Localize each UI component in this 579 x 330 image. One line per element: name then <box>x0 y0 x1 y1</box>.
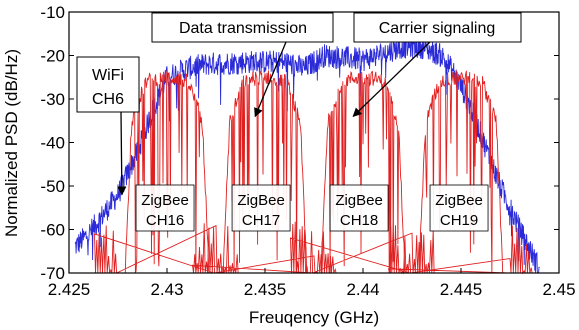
x-tick-label: 2.44 <box>346 280 379 299</box>
zigbee-series-19 <box>387 70 533 275</box>
zigbee-channel-label: ZigBee <box>237 192 285 209</box>
zigbee-series-17 <box>191 68 337 275</box>
zigbee-channel-box <box>429 184 489 232</box>
series-layer <box>74 34 540 275</box>
annotation-box <box>151 12 334 43</box>
zigbee-channel-number: CH17 <box>242 212 280 229</box>
x-tick-label: 2.425 <box>48 280 91 299</box>
x-tick-label: 2.445 <box>440 280 483 299</box>
y-tick-label: -10 <box>40 3 65 22</box>
zigbee-channel-label: ZigBee <box>141 192 189 209</box>
y-tick-label: -40 <box>40 134 65 153</box>
zigbee-channel-label: ZigBee <box>435 192 483 209</box>
annotation-box <box>353 12 522 43</box>
annotation-label: Data transmission <box>179 20 307 37</box>
annotation-box <box>76 56 140 113</box>
zigbee-channel-label: ZigBee <box>335 192 383 209</box>
annotation-layer: Data transmission Carrier signaling WiFi CH… <box>76 12 522 232</box>
y-tick-label: -60 <box>40 221 65 240</box>
x-tick-label: 2.45 <box>542 280 575 299</box>
y-tick-label: -50 <box>40 177 65 196</box>
x-tick-label: 2.435 <box>244 280 287 299</box>
zigbee-series-18 <box>290 70 435 274</box>
ticks-layer: 2.425 2.43 2.435 2.44 2.445 2.45 -10 -20 -30 -40 -… <box>40 3 575 299</box>
annotation-arrow <box>352 41 431 118</box>
zigbee-channel-box <box>231 184 291 232</box>
x-tick-label: 2.43 <box>150 280 183 299</box>
annotation-label: WiFi <box>92 67 124 84</box>
annotation-label-line2: CH6 <box>92 91 124 108</box>
zigbee-channel-number: CH18 <box>340 212 378 229</box>
zigbee-channel-box <box>135 184 195 232</box>
y-tick-label: -20 <box>40 47 65 66</box>
y-axis-title: Normalized PSD (dB/Hz) <box>2 49 21 237</box>
annotation-arrow <box>117 111 127 196</box>
y-tick-label: -70 <box>40 264 65 283</box>
y-tick-label: -30 <box>40 90 65 109</box>
x-axis-title: Freuqency (GHz) <box>249 308 379 327</box>
zigbee-channel-number: CH19 <box>440 212 478 229</box>
zigbee-channel-number: CH16 <box>146 212 184 229</box>
annotation-arrow <box>254 41 287 118</box>
zigbee-channel-box <box>329 184 389 232</box>
annotation-label: Carrier signaling <box>379 20 496 37</box>
